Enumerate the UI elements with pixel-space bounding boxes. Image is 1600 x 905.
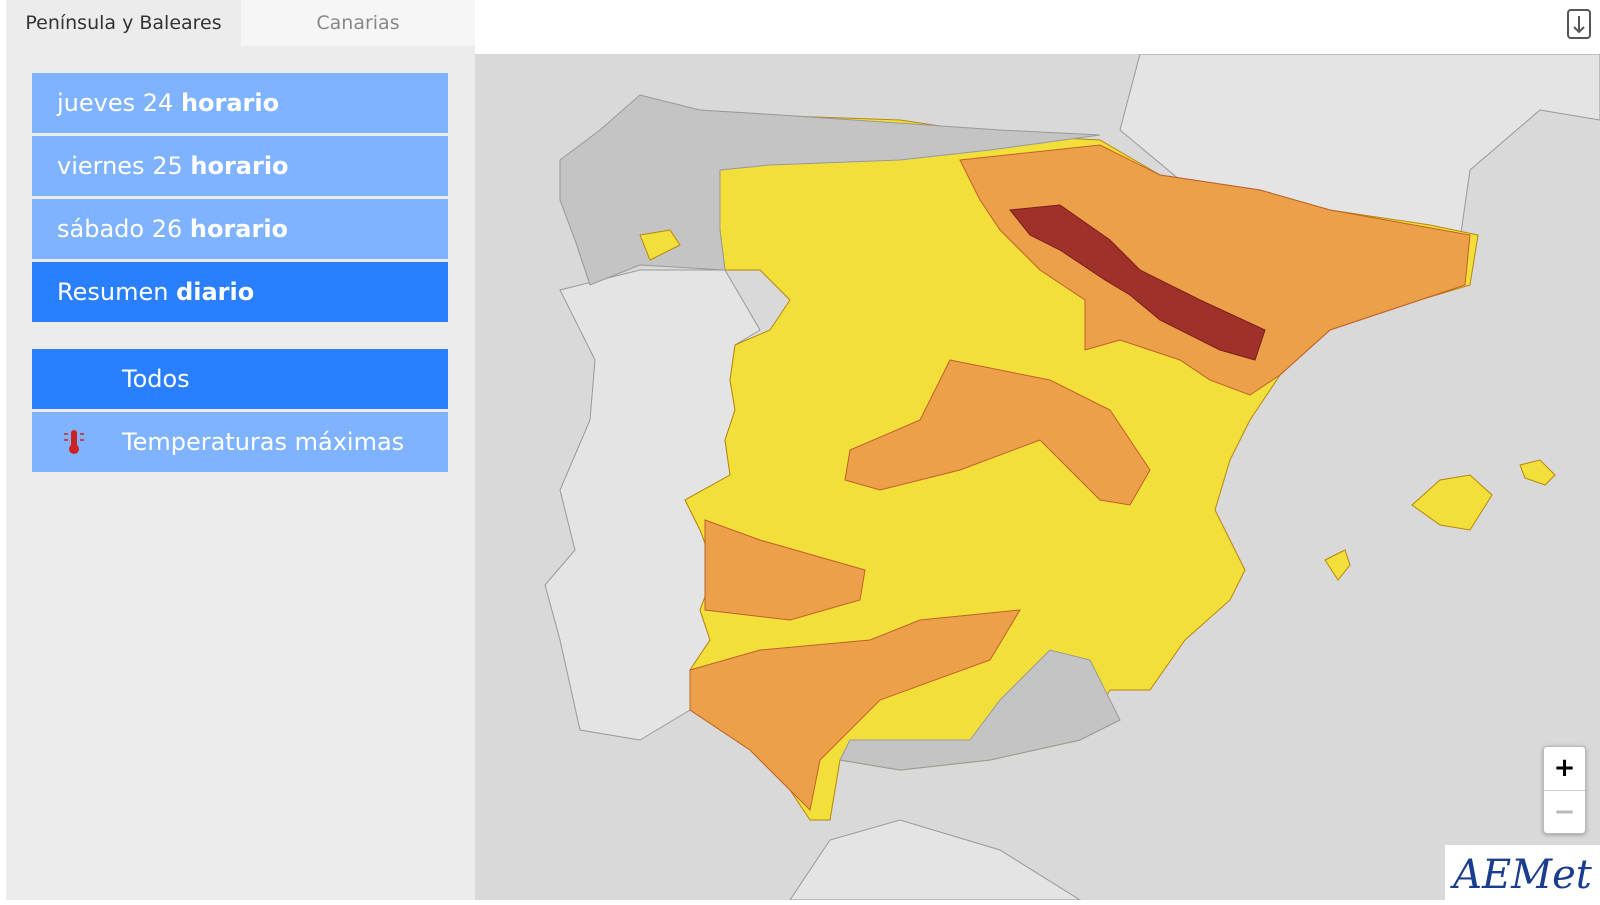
region-none bbox=[559, 94, 1101, 286]
filter-label: Temperaturas máximas bbox=[122, 428, 405, 456]
island bbox=[1324, 549, 1351, 581]
filter-item[interactable]: Temperaturas máximas bbox=[32, 412, 448, 472]
mode: horario bbox=[190, 152, 289, 180]
zoom-out[interactable]: − bbox=[1553, 797, 1576, 827]
region-none bbox=[839, 649, 1121, 771]
logo: AEMet bbox=[1445, 845, 1600, 900]
download-icon[interactable] bbox=[1566, 8, 1592, 40]
day: viernes 25 bbox=[57, 152, 183, 180]
zoom-control: + − bbox=[1543, 746, 1586, 834]
island bbox=[1519, 459, 1556, 486]
side-panel: Península y Baleares Canarias jueves 24 … bbox=[6, 0, 475, 900]
region-orange bbox=[689, 609, 1021, 812]
island bbox=[1411, 474, 1493, 531]
filter-item[interactable]: Todos bbox=[32, 349, 448, 409]
region-yellow bbox=[639, 229, 681, 261]
map bbox=[475, 54, 1600, 900]
thermometer-icon bbox=[64, 430, 84, 454]
day: Resumen bbox=[57, 278, 169, 306]
day: sábado 26 bbox=[57, 215, 183, 243]
top-bar bbox=[475, 0, 1600, 54]
region-orange bbox=[844, 359, 1151, 506]
menu-item[interactable]: viernes 25 horario bbox=[32, 136, 448, 196]
menu-item[interactable]: jueves 24 horario bbox=[32, 73, 448, 133]
france bbox=[1119, 54, 1600, 241]
day: jueves 24 bbox=[57, 89, 174, 117]
zoom-in[interactable]: + bbox=[1544, 747, 1585, 791]
region-orange bbox=[704, 519, 866, 621]
mode: diario bbox=[176, 278, 255, 306]
africa bbox=[789, 819, 1081, 900]
region-red bbox=[1009, 204, 1266, 361]
menu-item[interactable]: sábado 26 horario bbox=[32, 199, 448, 259]
region-orange bbox=[959, 144, 1471, 396]
menu-item[interactable]: Resumen diario bbox=[32, 262, 448, 322]
filter-label: Todos bbox=[122, 365, 190, 393]
tab[interactable]: Península y Baleares bbox=[6, 0, 241, 46]
tab[interactable]: Canarias bbox=[241, 0, 475, 46]
mode: horario bbox=[189, 215, 289, 243]
mode: horario bbox=[180, 89, 280, 117]
